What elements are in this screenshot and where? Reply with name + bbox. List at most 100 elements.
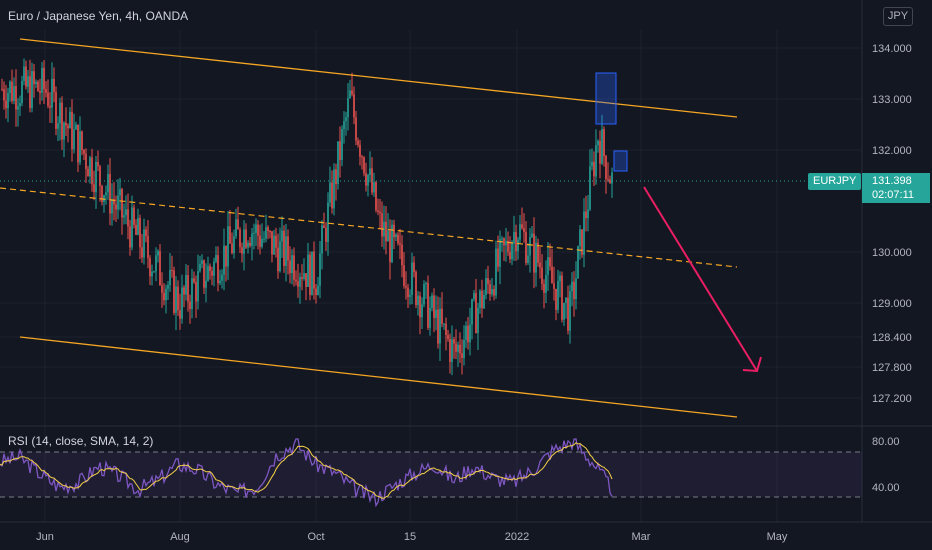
candle-body [111, 199, 113, 214]
candle-body [329, 182, 331, 203]
candle-body [535, 242, 537, 273]
candle-body [497, 248, 499, 267]
candle-body [491, 289, 493, 295]
x-tick: 2022 [505, 531, 529, 543]
candle-body [571, 281, 573, 292]
channel-upper-line [19, 38, 738, 118]
y-tick: 127.200 [872, 393, 912, 405]
candle-body [29, 76, 31, 109]
x-tick: Mar [632, 531, 651, 543]
currency-button[interactable]: JPY [883, 7, 913, 26]
candle-series [1, 58, 613, 376]
candle-body [441, 308, 443, 324]
candle-body [151, 271, 153, 277]
candle-body [603, 129, 605, 157]
candle-body [279, 241, 281, 272]
candle-body [201, 260, 203, 264]
candle-body [539, 262, 541, 268]
y-tick: 130.000 [872, 247, 912, 259]
candle-body [77, 124, 79, 163]
candle-body [209, 266, 211, 271]
last-price-value: 131.398 [872, 175, 912, 187]
candle-body [599, 140, 601, 164]
candle-body [417, 295, 419, 305]
rsi-indicator-label[interactable]: RSI (14, close, SMA, 14, 2) [8, 434, 154, 448]
candle-body [355, 117, 357, 141]
candle-body [199, 263, 201, 272]
candle-body [301, 277, 303, 279]
candle-body [245, 229, 247, 248]
candle-body [125, 209, 127, 216]
candle-body [205, 280, 207, 288]
candle-body [163, 292, 165, 301]
candle-body [251, 233, 253, 246]
candle-body [195, 282, 197, 302]
candle-body [45, 88, 47, 93]
candle-body [133, 207, 135, 225]
candle-body [483, 294, 485, 309]
candle-body [559, 275, 561, 282]
candle-body [63, 122, 65, 140]
candle-body [403, 265, 405, 286]
channel-lower-line [19, 336, 738, 418]
candle-body [291, 255, 293, 274]
candle-body [127, 209, 129, 227]
candle-body [179, 310, 181, 319]
candle-body [149, 258, 151, 277]
candle-body [41, 67, 43, 93]
candle-body [89, 157, 91, 177]
candle-body [171, 270, 173, 272]
candle-body [495, 248, 497, 296]
candle-body [119, 189, 121, 196]
candle-body [351, 90, 353, 95]
candle-body [507, 240, 509, 252]
candle-body [409, 294, 411, 297]
candle-body [363, 157, 365, 174]
candle-body [5, 100, 7, 109]
candle-body [597, 140, 599, 146]
candle-body [533, 233, 535, 273]
candle-body [459, 344, 461, 354]
candle-body [193, 278, 195, 283]
candle-body [51, 78, 53, 108]
candle-body [519, 224, 521, 240]
candle-body [411, 262, 413, 295]
candle-body [367, 175, 369, 186]
candle-body [327, 202, 329, 242]
channel-midline [0, 187, 738, 268]
candle-body [511, 243, 513, 260]
candle-body [131, 207, 133, 248]
candle-body [27, 76, 29, 87]
candle-body [443, 323, 445, 325]
candle-body [95, 161, 97, 193]
candle-body [439, 308, 441, 344]
candle-body [527, 255, 529, 263]
candle-body [219, 280, 221, 284]
candle-body [97, 161, 99, 167]
candle-body [425, 283, 427, 285]
candle-body [93, 184, 95, 193]
y-tick: 132.000 [872, 145, 912, 157]
candle-body [169, 270, 171, 286]
candle-body [161, 285, 163, 293]
candle-body [431, 295, 433, 308]
candle-body [147, 236, 149, 259]
candle-body [323, 225, 325, 228]
candle-body [467, 325, 469, 343]
candle-body [389, 230, 391, 263]
candle-body [453, 339, 455, 344]
candle-body [589, 166, 591, 210]
candle-body [365, 173, 367, 186]
candle-body [229, 226, 231, 244]
candle-body [281, 230, 283, 242]
candle-body [73, 129, 75, 150]
candle-body [313, 251, 315, 289]
symbol-badge: EURJPY [808, 173, 862, 190]
candle-body [317, 285, 319, 295]
candle-body [177, 286, 179, 311]
candle-body [583, 211, 585, 255]
candle-body [427, 283, 429, 328]
candle-body [197, 271, 199, 302]
candle-body [349, 90, 351, 99]
